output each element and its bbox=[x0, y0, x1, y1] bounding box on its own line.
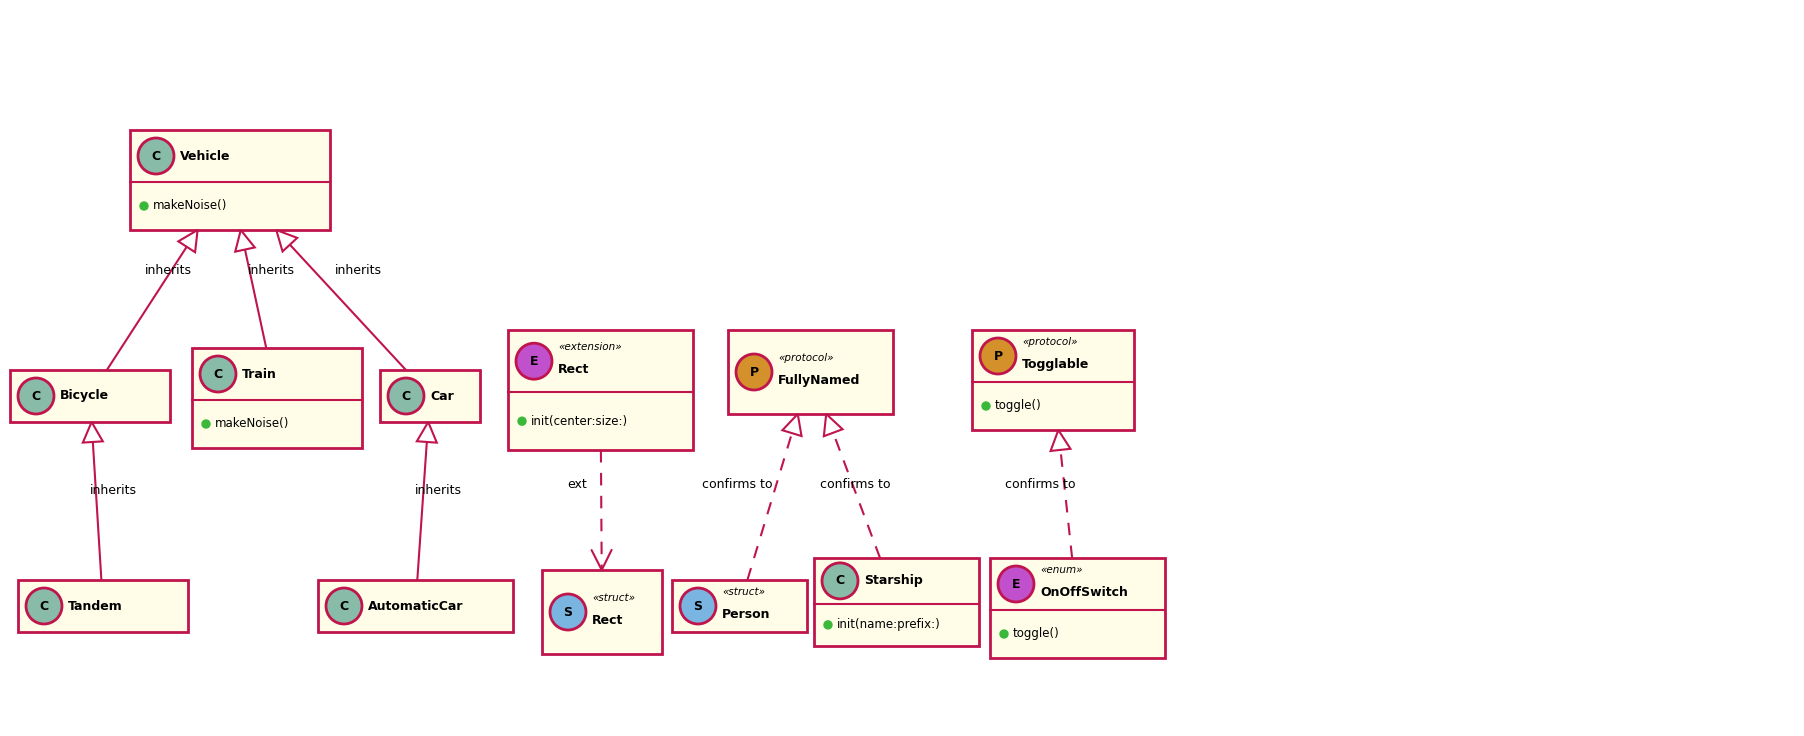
Text: C: C bbox=[31, 389, 40, 403]
Circle shape bbox=[980, 338, 1016, 374]
Text: init(name:prefix:): init(name:prefix:) bbox=[837, 618, 940, 631]
Circle shape bbox=[25, 588, 61, 624]
Text: P: P bbox=[749, 366, 758, 378]
FancyBboxPatch shape bbox=[673, 580, 806, 632]
FancyBboxPatch shape bbox=[509, 330, 693, 450]
Circle shape bbox=[736, 354, 772, 390]
Text: C: C bbox=[835, 574, 844, 587]
Circle shape bbox=[998, 566, 1034, 602]
Text: «protocol»: «protocol» bbox=[1023, 337, 1077, 347]
Circle shape bbox=[200, 356, 236, 392]
Polygon shape bbox=[179, 230, 198, 252]
Circle shape bbox=[202, 420, 209, 428]
Text: E: E bbox=[1012, 578, 1021, 590]
FancyBboxPatch shape bbox=[381, 370, 480, 422]
Text: «struct»: «struct» bbox=[592, 593, 635, 603]
Text: «struct»: «struct» bbox=[722, 587, 765, 597]
FancyBboxPatch shape bbox=[318, 580, 512, 632]
Text: confirms to: confirms to bbox=[702, 478, 772, 492]
Text: Train: Train bbox=[242, 367, 276, 381]
Circle shape bbox=[680, 588, 716, 624]
Text: inherits: inherits bbox=[247, 263, 296, 277]
Text: P: P bbox=[994, 350, 1003, 363]
Text: ext: ext bbox=[566, 478, 586, 492]
Circle shape bbox=[999, 630, 1008, 638]
FancyBboxPatch shape bbox=[972, 330, 1135, 430]
Text: «extension»: «extension» bbox=[557, 342, 622, 353]
Text: «enum»: «enum» bbox=[1039, 565, 1082, 575]
FancyBboxPatch shape bbox=[814, 558, 980, 646]
Text: inherits: inherits bbox=[90, 484, 137, 497]
Text: confirms to: confirms to bbox=[821, 478, 891, 492]
Polygon shape bbox=[824, 414, 842, 436]
FancyBboxPatch shape bbox=[130, 130, 330, 230]
Text: confirms to: confirms to bbox=[1005, 478, 1075, 492]
Polygon shape bbox=[783, 414, 801, 436]
Circle shape bbox=[141, 202, 148, 210]
Text: FullyNamed: FullyNamed bbox=[778, 374, 861, 387]
FancyBboxPatch shape bbox=[18, 580, 188, 632]
Text: Bicycle: Bicycle bbox=[60, 389, 108, 403]
Text: inherits: inherits bbox=[336, 263, 382, 277]
Text: makeNoise(): makeNoise() bbox=[215, 417, 289, 431]
Text: Rect: Rect bbox=[557, 363, 590, 376]
Circle shape bbox=[388, 378, 424, 414]
Text: AutomaticCar: AutomaticCar bbox=[368, 600, 464, 612]
Text: Car: Car bbox=[429, 389, 455, 403]
Circle shape bbox=[516, 343, 552, 379]
Text: S: S bbox=[693, 600, 702, 612]
Polygon shape bbox=[83, 422, 103, 442]
Text: toggle(): toggle() bbox=[1014, 628, 1059, 640]
Text: E: E bbox=[530, 355, 538, 368]
Text: Vehicle: Vehicle bbox=[180, 149, 231, 163]
Text: Starship: Starship bbox=[864, 574, 924, 587]
Text: C: C bbox=[40, 600, 49, 612]
Polygon shape bbox=[417, 422, 437, 442]
Text: C: C bbox=[402, 389, 411, 403]
Text: OnOffSwitch: OnOffSwitch bbox=[1039, 586, 1128, 599]
Polygon shape bbox=[276, 230, 298, 252]
FancyBboxPatch shape bbox=[990, 558, 1165, 658]
Polygon shape bbox=[1050, 430, 1070, 451]
Text: «protocol»: «protocol» bbox=[778, 353, 833, 363]
Circle shape bbox=[518, 417, 527, 425]
Text: Togglable: Togglable bbox=[1023, 358, 1090, 371]
Text: inherits: inherits bbox=[415, 484, 462, 497]
Circle shape bbox=[327, 588, 363, 624]
Text: C: C bbox=[339, 600, 348, 612]
Text: init(center:size:): init(center:size:) bbox=[530, 414, 628, 428]
Text: toggle(): toggle() bbox=[996, 400, 1041, 412]
Text: C: C bbox=[152, 149, 161, 163]
Text: inherits: inherits bbox=[144, 263, 191, 277]
FancyBboxPatch shape bbox=[541, 570, 662, 654]
Circle shape bbox=[18, 378, 54, 414]
Circle shape bbox=[137, 138, 173, 174]
FancyBboxPatch shape bbox=[11, 370, 170, 422]
Text: makeNoise(): makeNoise() bbox=[153, 199, 227, 213]
Circle shape bbox=[981, 402, 990, 410]
Polygon shape bbox=[235, 230, 254, 252]
Text: C: C bbox=[213, 367, 222, 381]
Text: Rect: Rect bbox=[592, 614, 624, 627]
Text: S: S bbox=[563, 606, 572, 618]
Circle shape bbox=[550, 594, 586, 630]
Circle shape bbox=[824, 621, 832, 629]
Circle shape bbox=[823, 563, 859, 599]
FancyBboxPatch shape bbox=[191, 348, 363, 448]
FancyBboxPatch shape bbox=[729, 330, 893, 414]
Text: Person: Person bbox=[722, 608, 770, 621]
Text: Tandem: Tandem bbox=[69, 600, 123, 612]
